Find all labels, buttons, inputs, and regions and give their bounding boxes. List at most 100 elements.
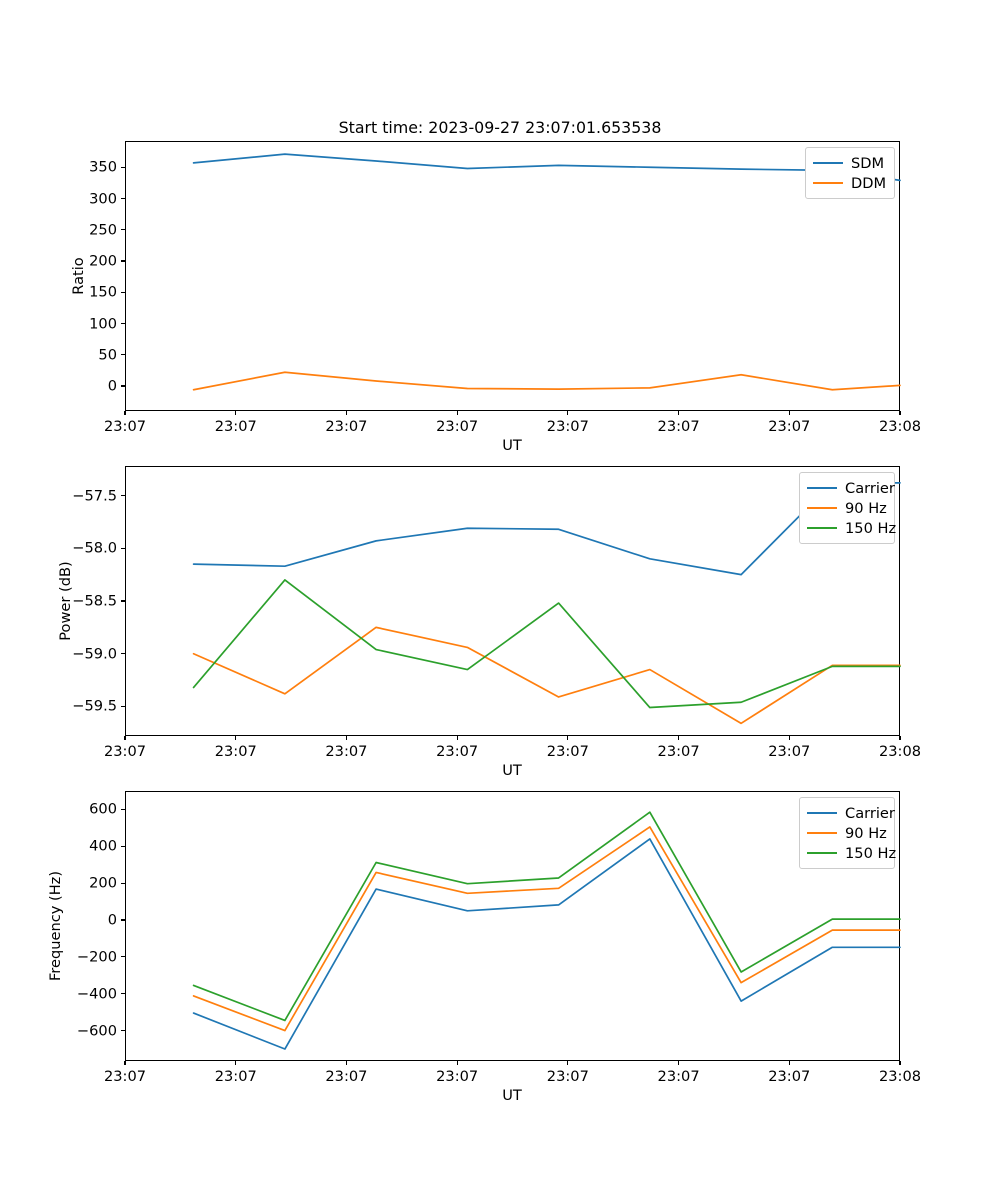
x-tick-label: 23:07 [768,743,811,760]
x-tickmark [567,411,569,415]
y-tickmark [121,322,125,325]
x-tick-label: 23:07 [436,743,479,760]
y-tick-label: 200 [89,252,117,270]
legend-swatch-ddm [813,182,843,184]
legend-swatch-carrier [807,812,837,814]
legend-item: Carrier [807,803,895,823]
y-tick-label: 0 [107,377,117,395]
y-tick-label: −200 [76,948,117,966]
x-tickmark [345,736,347,740]
y-tick-label: −57.5 [72,487,117,505]
legend-item: 150 Hz [807,518,896,538]
x-tickmark [678,411,680,415]
frequency-ylabel: Frequency (Hz) [47,870,64,982]
legend-label-150hz: 150 Hz [845,519,897,537]
x-tick-label: 23:07 [657,418,700,435]
ratio-xlabel: UT [502,437,522,454]
legend-label-carrier: Carrier [845,804,895,822]
y-tickmark [121,494,125,497]
y-tickmark [121,354,125,356]
series-line-150-hz [192,579,901,709]
series-line-90-hz [192,826,901,1032]
y-tick-label: −600 [76,1022,117,1040]
y-tick-label: −59.5 [72,697,117,715]
y-tick-label: 250 [89,221,117,239]
y-tickmark [121,385,125,387]
x-tickmark [456,736,458,740]
x-tickmark [124,736,126,740]
y-tickmark [121,197,125,200]
y-tickmark [121,882,125,884]
x-tickmark [124,1061,126,1065]
y-tick-label: 400 [89,837,117,855]
legend-item: DDM [813,173,887,193]
x-tick-label: 23:07 [214,743,257,760]
y-tick-label: −58.0 [72,539,117,557]
y-tick-label: −58.5 [72,592,117,610]
legend-item: SDM [813,153,887,173]
x-tickmark [788,736,790,740]
y-tick-label: 0 [107,911,117,929]
x-tick-label: 23:07 [546,1068,589,1085]
y-tickmark [121,653,125,655]
subplot-ratio: Ratio UT 23:07 23:07 23:07 23:07 23:07 23:07 2… [0,0,1000,460]
ratio-legend: SDM DDM [805,147,895,199]
power-xlabel: UT [502,762,522,779]
legend-swatch-sdm [813,162,843,164]
y-tickmark [121,993,125,995]
x-tickmark [899,411,901,415]
x-tick-label: 23:07 [657,743,700,760]
frequency-legend: Carrier 90 Hz 150 Hz [799,797,896,869]
series-line-90-hz [192,626,901,725]
legend-label-90hz: 90 Hz [845,824,887,842]
series-line-ddm [192,371,901,391]
x-tickmark [235,411,237,415]
y-tick-label: 600 [89,800,117,818]
y-tickmark [121,705,125,707]
x-tick-label: 23:07 [546,418,589,435]
frequency-plot-lines [192,811,901,1050]
y-tickmark [121,166,125,168]
legend-item: Carrier [807,478,895,498]
ratio-axes-frame [125,141,900,411]
x-tick-label: 23:07 [436,418,479,435]
legend-label-sdm: SDM [851,154,885,172]
y-tickmark [121,291,125,293]
frequency-xlabel: UT [502,1087,522,1104]
legend-label-90hz: 90 Hz [845,499,887,517]
x-tick-label: 23:07 [325,743,368,760]
x-tickmark [678,736,680,740]
y-tickmark [121,1030,125,1032]
x-tickmark [456,1061,458,1065]
x-tick-label: 23:07 [103,1068,147,1085]
power-legend: Carrier 90 Hz 150 Hz [799,472,896,544]
x-tickmark [678,1061,680,1065]
x-tick-label: 23:07 [103,743,147,760]
x-tickmark [124,411,126,415]
x-tickmark [345,1061,347,1065]
y-tick-label: 150 [89,283,117,301]
legend-item: 90 Hz [807,823,887,843]
x-tick-label: 23:07 [657,1068,700,1085]
x-tickmark [567,1061,569,1065]
y-tick-label: −400 [76,985,117,1003]
x-tickmark [899,736,901,740]
series-line-150-hz [192,811,901,1022]
legend-swatch-150hz [807,527,837,529]
series-line-sdm [192,153,901,182]
x-tick-label: 23:08 [878,418,922,435]
x-tick-label: 23:07 [214,418,257,435]
legend-item: 150 Hz [807,843,896,863]
legend-label-carrier: Carrier [845,479,895,497]
x-tick-label: 23:07 [214,1068,257,1085]
x-tickmark [235,736,237,740]
y-tick-label: 200 [89,874,117,892]
x-tick-label: 23:07 [325,1068,368,1085]
legend-swatch-90hz [807,832,837,834]
y-tickmark [121,919,125,921]
series-line-carrier [192,838,901,1050]
legend-label-150hz: 150 Hz [845,844,897,862]
